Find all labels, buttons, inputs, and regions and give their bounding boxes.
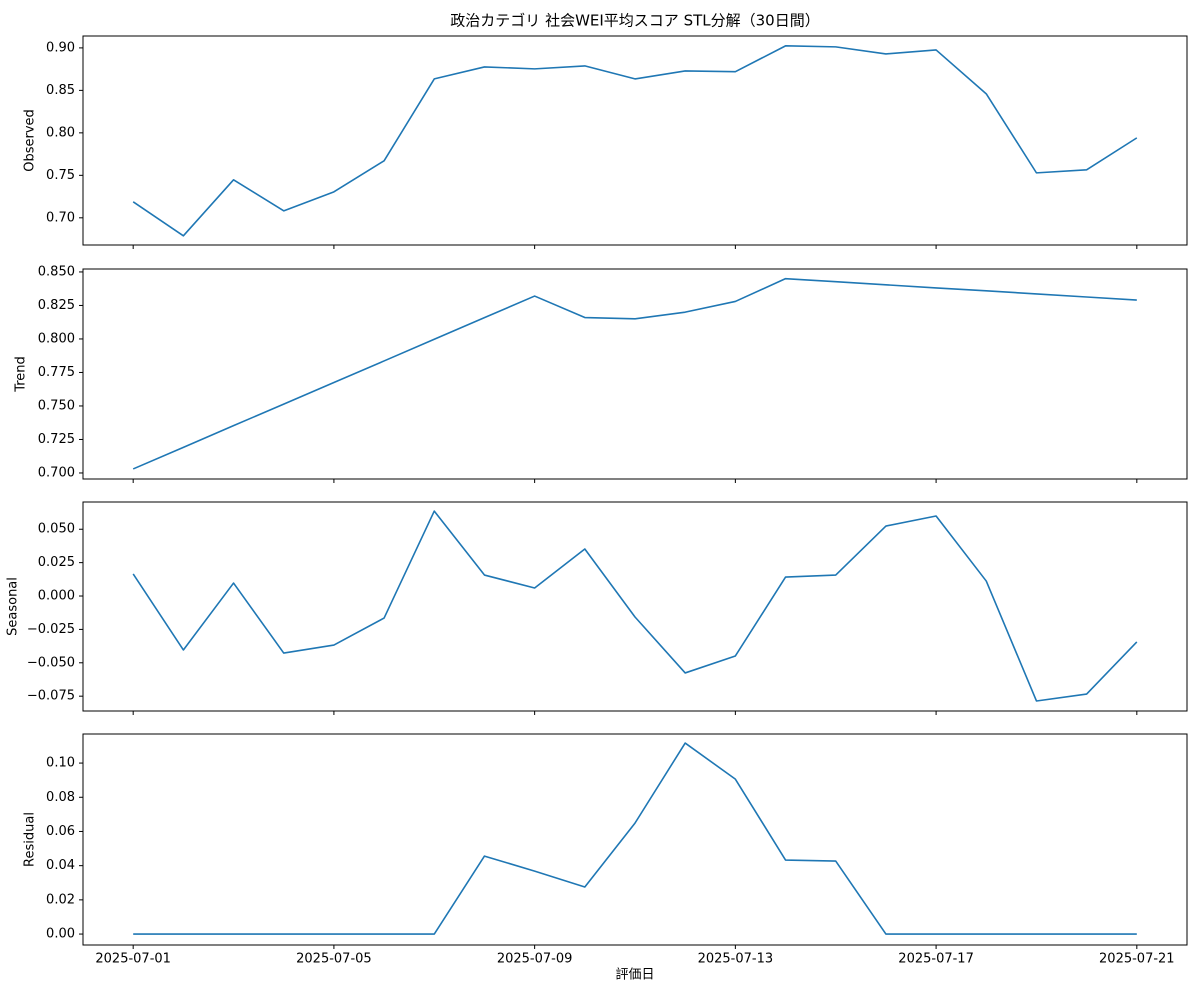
y-tick-label: 0.10 bbox=[46, 756, 75, 771]
y-tick-label: 0.775 bbox=[38, 365, 75, 380]
y-tick-label: 0.850 bbox=[38, 264, 75, 279]
plot-frame bbox=[82, 268, 1188, 480]
y-tick-label: 0.050 bbox=[38, 522, 75, 537]
y-tick-label: 0.025 bbox=[38, 555, 75, 570]
x-tick-label: 2025-07-17 bbox=[898, 952, 974, 967]
y-tick-label: 0.06 bbox=[46, 824, 75, 839]
y-tick-label: 0.02 bbox=[46, 892, 75, 907]
line bbox=[132, 45, 1138, 237]
y-tick-label: 0.800 bbox=[38, 331, 75, 346]
y-tick-label: 0.04 bbox=[46, 858, 75, 873]
y-tick-label: 0.08 bbox=[46, 790, 75, 805]
y-tick-label: 0.750 bbox=[38, 398, 75, 413]
y-tick-label: 0.90 bbox=[46, 40, 75, 55]
x-tick-label: 2025-07-09 bbox=[497, 952, 573, 967]
x-tick-label: 2025-07-21 bbox=[1099, 952, 1175, 967]
y-tick-label: 0.825 bbox=[38, 298, 75, 313]
line bbox=[132, 277, 1137, 470]
y-tick-label: −0.075 bbox=[27, 689, 75, 704]
y-axis-label: Residual bbox=[23, 812, 38, 867]
plot-frame bbox=[82, 35, 1188, 246]
y-tick-label: 0.80 bbox=[46, 125, 75, 140]
y-axis-label: Seasonal bbox=[6, 577, 21, 636]
x-tick-label: 2025-07-01 bbox=[95, 952, 171, 967]
y-tick-label: 0.00 bbox=[46, 927, 75, 942]
line bbox=[133, 742, 1137, 935]
y-tick-label: −0.050 bbox=[27, 655, 75, 670]
y-axis-label: Trend bbox=[14, 356, 29, 393]
plot-frame bbox=[82, 733, 1188, 946]
y-tick-label: 0.70 bbox=[46, 210, 75, 225]
x-tick-label: 2025-07-05 bbox=[296, 952, 372, 967]
x-tick-label: 2025-07-13 bbox=[698, 952, 774, 967]
y-axis-label: Observed bbox=[23, 109, 38, 172]
line bbox=[132, 510, 1138, 702]
y-tick-label: 0.85 bbox=[46, 83, 75, 98]
chart-title: 政治カテゴリ 社会WEI平均スコア STL分解（30日間） bbox=[450, 12, 819, 30]
y-tick-label: 0.700 bbox=[38, 465, 75, 480]
y-tick-label: 0.75 bbox=[46, 168, 75, 183]
x-axis-label: 評価日 bbox=[615, 968, 654, 983]
y-tick-label: −0.025 bbox=[27, 622, 75, 637]
y-tick-label: 0.000 bbox=[38, 589, 75, 604]
y-tick-label: 0.725 bbox=[38, 432, 75, 447]
plot-frame bbox=[82, 501, 1188, 712]
